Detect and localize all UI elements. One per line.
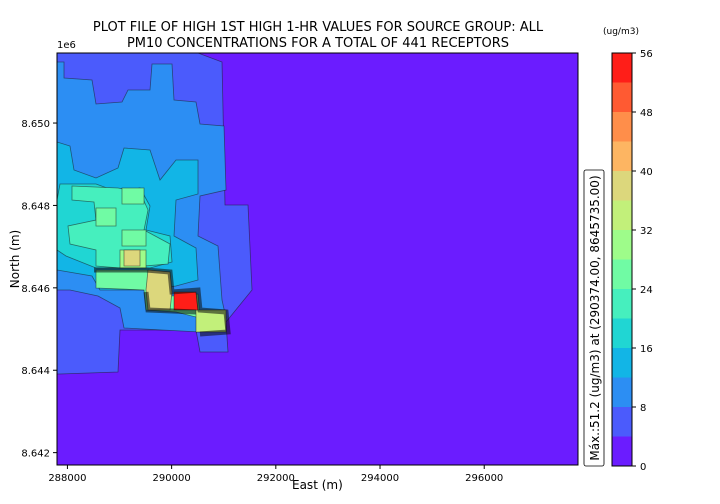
colorbar-segment: [612, 200, 632, 230]
colorbar-segment: [612, 259, 632, 289]
colorbar-segment: [612, 82, 632, 112]
colorbar-segment: [612, 289, 632, 319]
colorbar-tick-label: 56: [640, 49, 653, 60]
y-tick-label: 8.646: [21, 284, 50, 295]
y-tick-label: 8.650: [21, 119, 50, 130]
x-tick-label: 296000: [465, 473, 503, 484]
colorbar-segment: [612, 348, 632, 378]
x-axis: 288000 290000 292000 294000 296000: [48, 465, 503, 484]
colorbar-tick-label: 24: [640, 285, 653, 296]
colorbar-segment: [612, 377, 632, 407]
colorbar-segment: [612, 407, 632, 437]
max-value-annotation: Máx.:51.2 (ug/m3) at (290374.00, 8645735…: [583, 169, 605, 467]
y-tick-label: 8.644: [21, 366, 50, 377]
contour-band: [173, 291, 199, 311]
y-tick-label: 8.642: [21, 449, 50, 460]
colorbar-tick-label: 16: [640, 344, 653, 355]
contour-band: [121, 229, 147, 247]
contour-band: [95, 207, 117, 227]
colorbar-segment: [612, 141, 632, 171]
x-tick-label: 292000: [257, 473, 295, 484]
colorbar-segment: [612, 112, 632, 142]
x-tick-label: 294000: [361, 473, 399, 484]
y-tick-label: 8.648: [21, 201, 50, 212]
colorbar-segment: [612, 171, 632, 201]
contour-band: [121, 187, 145, 205]
max-value-annotation-text: Máx.:51.2 (ug/m3) at (290374.00, 8645735…: [588, 175, 602, 460]
colorbar-tick-label: 48: [640, 108, 653, 119]
colorbar-tick-label: 32: [640, 226, 653, 237]
contour-band: [123, 249, 141, 267]
colorbar: 0 8 16 24 32 40 48 56 Máx.:51.2 (ug/m3) at (2903…: [583, 49, 653, 473]
contour-gradient-rim: [94, 267, 231, 337]
chart-title-line-1: PLOT FILE OF HIGH 1ST HIGH 1-HR VALUES F…: [92, 20, 544, 35]
contour-field: [57, 53, 578, 465]
colorbar-frame: [611, 52, 633, 467]
colorbar-unit-label: (ug/m3): [603, 27, 639, 37]
chart-title-line-2: PM10 CONCENTRATIONS FOR A TOTAL OF 441 R…: [126, 36, 510, 51]
y-axis-label: North (m): [8, 229, 23, 289]
y-axis: 8.642 8.644 8.646 8.648 8.650: [21, 119, 57, 460]
contour-gradient-rim: [143, 291, 197, 315]
contour-plot-area: [56, 52, 579, 466]
x-tick-label: 288000: [48, 473, 86, 484]
colorbar-segment: [612, 53, 632, 83]
colorbar-segment: [612, 318, 632, 348]
x-tick-label: 290000: [153, 473, 191, 484]
y-axis-offset-label: 1e6: [57, 40, 76, 51]
max-value-annotation-box: [583, 169, 605, 467]
colorbar-segment: [612, 230, 632, 260]
colorbar-tick-label: 40: [640, 167, 653, 178]
colorbar-segment: [612, 436, 632, 466]
x-axis-label: East (m): [292, 478, 343, 492]
plot-frame: [56, 52, 579, 466]
colorbar-tick-label: 8: [640, 403, 646, 414]
colorbar-tick-label: 0: [640, 462, 646, 473]
